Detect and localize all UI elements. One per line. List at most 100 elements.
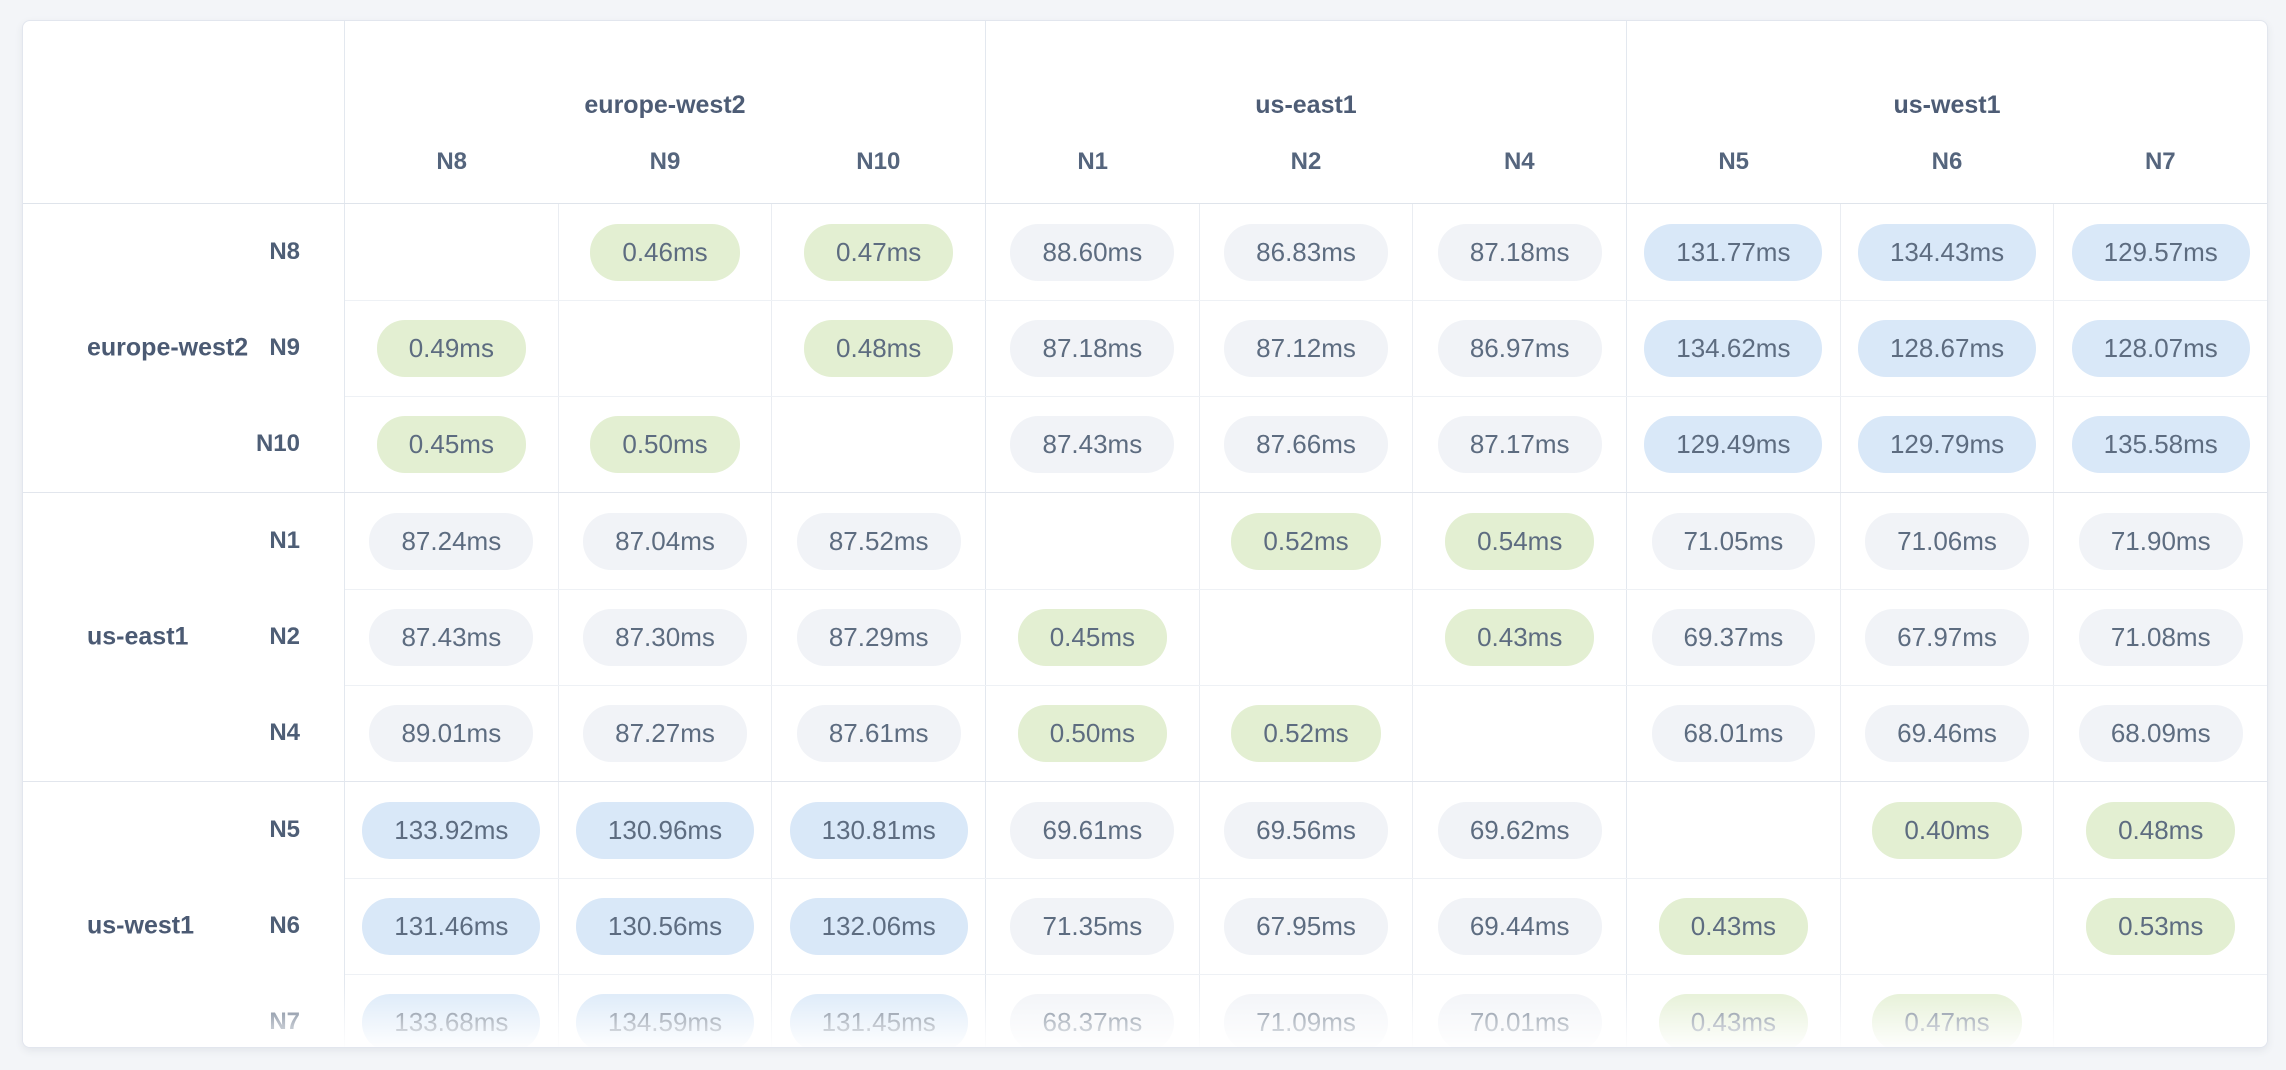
latency-pill[interactable]: 88.60ms <box>1010 223 1175 281</box>
node-column-header[interactable]: N9 <box>649 147 681 175</box>
latency-pill[interactable]: 87.43ms <box>1010 416 1175 473</box>
latency-pill[interactable]: 69.61ms <box>1010 801 1175 859</box>
latency-pill[interactable]: 86.97ms <box>1437 320 1602 377</box>
latency-pill[interactable]: 87.43ms <box>369 609 534 666</box>
latency-cell: 129.57ms <box>2053 204 2267 300</box>
latency-pill[interactable]: 87.66ms <box>1224 416 1388 473</box>
latency-pill[interactable]: 87.04ms <box>583 512 747 570</box>
latency-pill[interactable]: 134.59ms <box>575 994 755 1047</box>
latency-pill[interactable]: 71.35ms <box>1010 898 1175 955</box>
latency-pill[interactable]: 134.43ms <box>1857 223 2037 281</box>
latency-pill[interactable]: 129.49ms <box>1644 416 1823 473</box>
node-column-header[interactable]: N5 <box>1718 147 1749 175</box>
latency-pill[interactable]: 0.47ms <box>804 223 954 281</box>
latency-pill[interactable]: 71.05ms <box>1651 512 1816 570</box>
latency-cell: 134.59ms <box>557 975 772 1047</box>
latency-pill[interactable]: 135.58ms <box>2071 416 2250 473</box>
latency-pill[interactable]: 129.79ms <box>1857 416 2037 473</box>
node-row-label[interactable]: N6 <box>269 912 300 939</box>
latency-pill[interactable]: 128.07ms <box>2071 320 2250 377</box>
latency-pill[interactable]: 69.37ms <box>1651 609 1816 666</box>
latency-cell: 86.97ms <box>1412 301 1626 396</box>
latency-pill[interactable]: 68.01ms <box>1651 705 1816 762</box>
latency-cell: 0.46ms <box>557 204 772 300</box>
latency-pill[interactable]: 87.17ms <box>1437 416 1602 473</box>
latency-pill[interactable]: 131.77ms <box>1644 223 1823 281</box>
latency-pill[interactable]: 87.12ms <box>1224 320 1388 377</box>
latency-pill[interactable]: 0.47ms <box>1872 994 2022 1047</box>
latency-pill[interactable]: 0.50ms <box>590 416 740 473</box>
latency-pill[interactable]: 69.56ms <box>1224 801 1388 859</box>
latency-pill[interactable]: 0.54ms <box>1445 512 1595 570</box>
latency-pill[interactable]: 68.37ms <box>1010 994 1175 1047</box>
latency-pill[interactable]: 87.29ms <box>796 609 961 666</box>
latency-pill[interactable]: 71.90ms <box>2078 512 2243 570</box>
latency-pill[interactable]: 69.46ms <box>1865 705 2029 762</box>
latency-pill[interactable]: 87.18ms <box>1010 320 1175 377</box>
node-row-label[interactable]: N4 <box>269 719 300 746</box>
latency-pill[interactable]: 0.50ms <box>1017 705 1167 762</box>
node-row-label[interactable]: N1 <box>269 527 300 554</box>
latency-pill[interactable]: 0.43ms <box>1658 994 1808 1047</box>
node-column-header[interactable]: N6 <box>1931 147 1963 175</box>
latency-pill[interactable]: 68.09ms <box>2078 705 2243 762</box>
latency-pill[interactable]: 87.52ms <box>796 512 961 570</box>
latency-pill[interactable]: 87.61ms <box>796 705 961 762</box>
latency-pill[interactable]: 130.81ms <box>789 801 968 859</box>
band-rows: 0.46ms 0.47ms 88.60ms 86.83ms 87.18ms 131.77m… <box>345 204 2267 492</box>
latency-pill[interactable]: 86.83ms <box>1224 223 1388 281</box>
latency-pill[interactable]: 133.68ms <box>362 994 541 1047</box>
latency-pill[interactable]: 69.62ms <box>1437 801 1602 859</box>
node-row-label[interactable]: N2 <box>269 623 300 650</box>
node-column-header[interactable]: N8 <box>436 147 467 175</box>
node-column-header[interactable]: N1 <box>1077 147 1108 175</box>
latency-pill[interactable]: 71.09ms <box>1224 994 1388 1047</box>
latency-pill[interactable]: 128.67ms <box>1857 320 2037 377</box>
latency-pill[interactable]: 67.95ms <box>1224 898 1388 955</box>
latency-pill[interactable]: 87.18ms <box>1437 223 1602 281</box>
latency-pill[interactable]: 0.48ms <box>2086 801 2236 859</box>
latency-pill[interactable]: 0.52ms <box>1231 512 1381 570</box>
latency-pill[interactable]: 130.96ms <box>575 801 755 859</box>
latency-pill[interactable]: 0.52ms <box>1231 705 1381 762</box>
node-column-header[interactable]: N2 <box>1290 147 1322 175</box>
node-column-header[interactable]: N4 <box>1503 147 1535 175</box>
latency-cell: 87.52ms <box>771 493 985 589</box>
latency-pill[interactable]: 0.45ms <box>376 416 526 473</box>
latency-pill[interactable]: 70.01ms <box>1437 994 1602 1047</box>
node-column-header[interactable]: N7 <box>2144 147 2176 175</box>
latency-pill[interactable]: 87.24ms <box>369 512 534 570</box>
latency-pill[interactable]: 133.92ms <box>362 801 541 859</box>
latency-pill[interactable]: 132.06ms <box>789 898 968 955</box>
latency-pill[interactable]: 89.01ms <box>369 705 534 762</box>
latency-pill[interactable]: 0.53ms <box>2086 898 2236 955</box>
latency-pill[interactable]: 129.57ms <box>2071 223 2250 281</box>
latency-pill[interactable]: 69.44ms <box>1437 898 1602 955</box>
node-row-label[interactable]: N10 <box>255 430 300 457</box>
latency-pill[interactable]: 0.48ms <box>804 320 954 377</box>
latency-pill[interactable]: 0.49ms <box>376 320 526 377</box>
latency-pill[interactable]: 87.30ms <box>583 609 747 666</box>
latency-pill[interactable]: 134.62ms <box>1644 320 1823 377</box>
node-row-label[interactable]: N8 <box>269 238 300 265</box>
latency-pill[interactable]: 0.43ms <box>1445 609 1595 666</box>
node-row-label[interactable]: N9 <box>269 334 300 361</box>
latency-pill[interactable]: 130.56ms <box>575 898 755 955</box>
latency-pill[interactable]: 0.43ms <box>1658 898 1808 955</box>
latency-cell: 71.08ms <box>2053 590 2267 685</box>
node-row-label[interactable]: N5 <box>269 816 300 843</box>
latency-cell: 71.09ms <box>1198 975 1413 1047</box>
latency-pill[interactable]: 131.46ms <box>362 898 541 955</box>
latency-pill[interactable]: 0.46ms <box>590 223 740 281</box>
node-column-header[interactable]: N10 <box>856 147 901 175</box>
latency-pill[interactable]: 87.27ms <box>583 705 747 762</box>
latency-pill[interactable]: 131.45ms <box>789 994 968 1047</box>
latency-pill[interactable]: 67.97ms <box>1865 609 2029 666</box>
latency-pill[interactable]: 71.08ms <box>2078 609 2243 666</box>
self-latency-cell <box>771 397 985 492</box>
node-row-label[interactable]: N7 <box>269 1008 300 1035</box>
latency-cell: 89.01ms <box>345 686 558 781</box>
latency-pill[interactable]: 0.45ms <box>1017 609 1167 666</box>
latency-pill[interactable]: 71.06ms <box>1865 512 2029 570</box>
latency-pill[interactable]: 0.40ms <box>1872 801 2022 859</box>
